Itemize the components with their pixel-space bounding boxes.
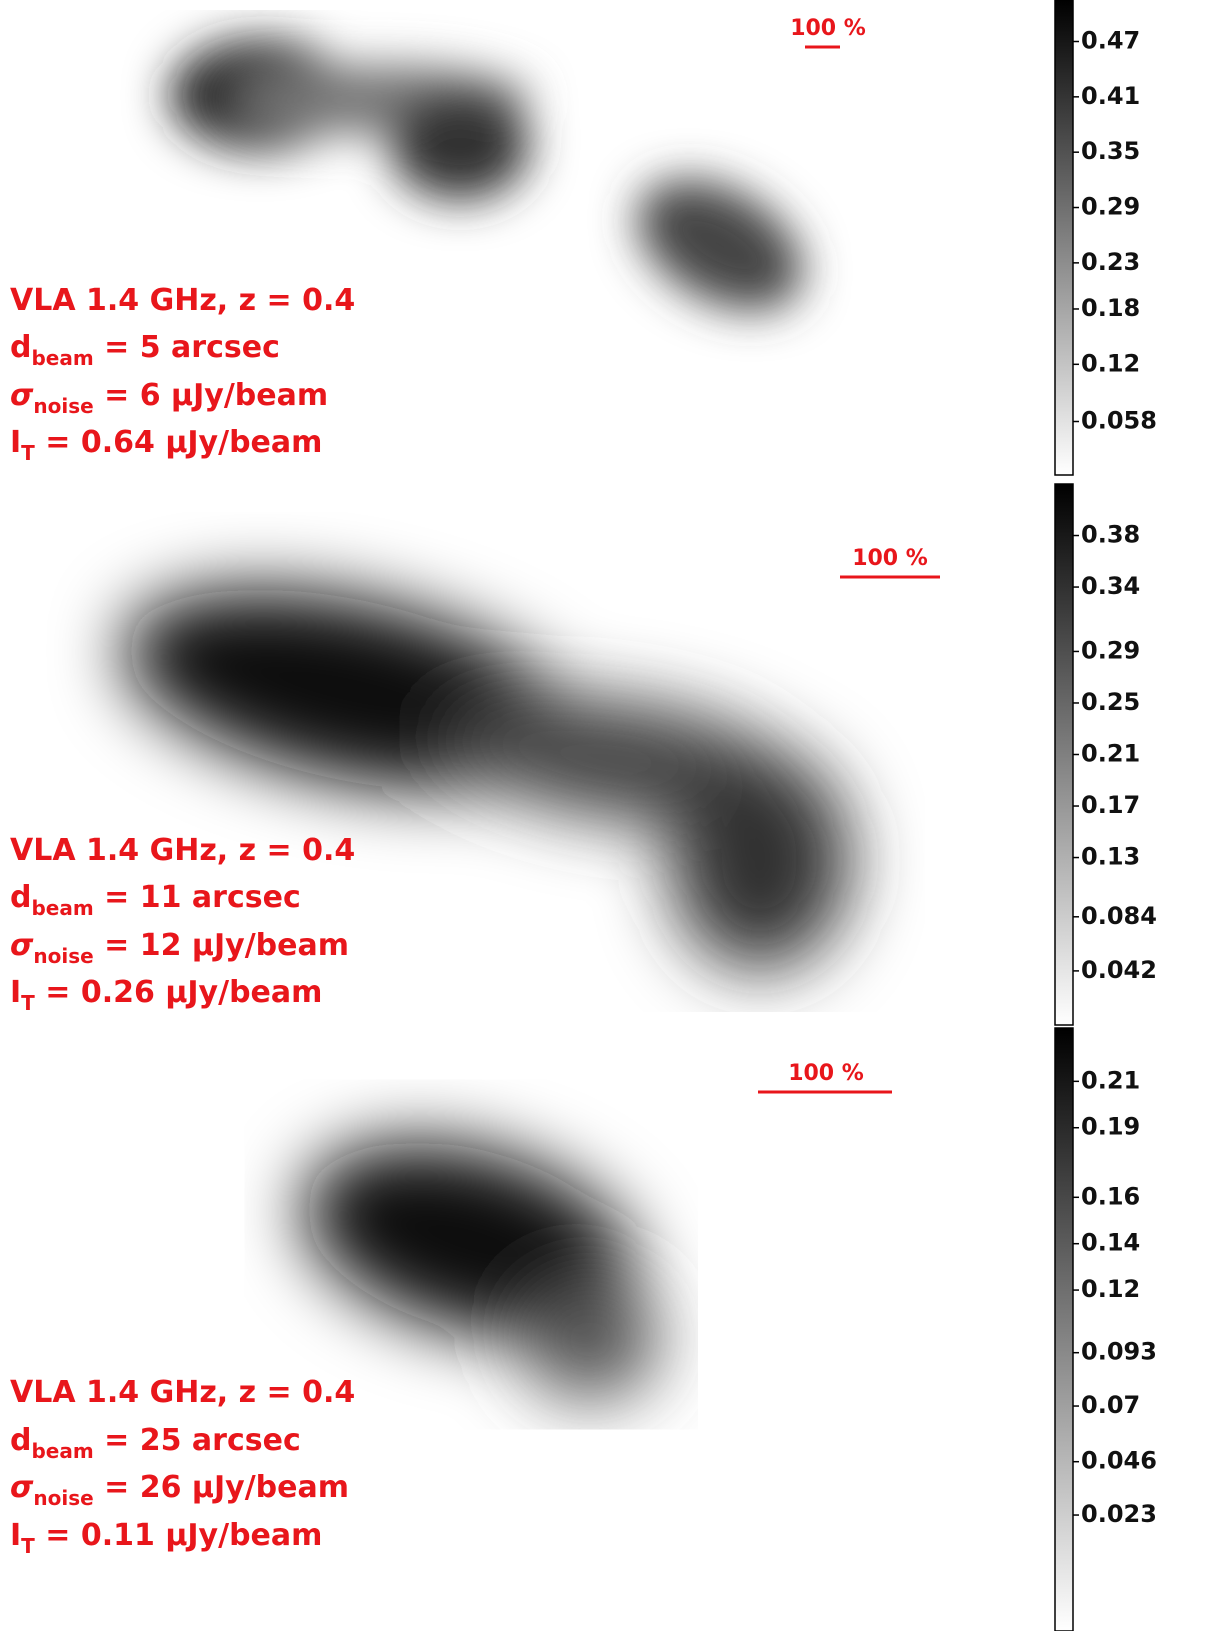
colorbar-tick-label: 0.023 [1081,1500,1157,1528]
subscript: noise [33,944,93,968]
colorbar-tick-label: 0.17 [1081,791,1140,819]
colorbar-tick-label: 0.042 [1081,956,1157,984]
annotation: dbeam = 5 arcsec [10,330,280,370]
colorbar-tick-label: 0.093 [1081,1338,1157,1366]
annotation: dbeam = 11 arcsec [10,880,301,920]
colorbar-tick-label: 0.046 [1081,1447,1157,1475]
colorbar-tick-label: 0.34 [1081,572,1140,600]
colorbar [1055,0,1073,475]
colorbar-tick-label: 0.18 [1081,294,1140,322]
subscript: noise [33,394,93,418]
annotation-text: = 11 arcsec [94,880,301,915]
annotation: IT = 0.26 μJy/beam [10,975,322,1015]
symbol: d [10,1423,31,1458]
symbol: d [10,880,31,915]
colorbar-tick-label: 0.07 [1081,1391,1140,1419]
symbol: I [10,1518,21,1553]
annotation: VLA 1.4 GHz, z = 0.4 [10,833,355,868]
annotation-text: = 5 arcsec [94,330,280,365]
symbol: d [10,330,31,365]
colorbar-tick-label: 0.41 [1081,82,1140,110]
colorbar-tick-label: 0.13 [1081,843,1140,871]
source-image-3 [282,1109,660,1400]
annotation-text: VLA 1.4 GHz, z = 0.4 [10,283,355,318]
annotation-text: = 6 μJy/beam [94,378,328,413]
colorbar-tick-label: 0.19 [1081,1113,1140,1141]
colorbar-tick-label: 0.058 [1081,407,1157,435]
scale-label: 100 % [852,546,928,571]
colorbar [1055,484,1073,1025]
annotation: VLA 1.4 GHz, z = 0.4 [10,283,355,318]
annotation: IT = 0.11 μJy/beam [10,1518,322,1558]
colorbar-tick-label: 0.23 [1081,248,1140,276]
annotation: σnoise = 26 μJy/beam [10,1470,349,1510]
colorbar-tick-label: 0.35 [1081,137,1140,165]
annotation-text: = 0.64 μJy/beam [35,425,323,460]
subscript: beam [31,1439,93,1463]
colorbar-tick-label: 0.25 [1081,688,1140,716]
symbol: σ [10,378,34,413]
scale-label: 100 % [790,16,866,41]
symbol: σ [10,928,34,963]
subscript: beam [31,346,93,370]
annotation-text: = 26 μJy/beam [94,1470,349,1505]
colorbar-tick-label: 0.12 [1081,1275,1140,1303]
colorbar-tick-label: 0.14 [1081,1229,1140,1257]
annotation-text: VLA 1.4 GHz, z = 0.4 [10,833,355,868]
scale-label: 100 % [788,1061,864,1086]
subscript: beam [31,896,93,920]
colorbar-tick-label: 0.38 [1081,521,1140,549]
symbol: I [10,425,21,460]
annotation-text: = 0.11 μJy/beam [35,1518,323,1553]
annotation: VLA 1.4 GHz, z = 0.4 [10,1375,355,1410]
colorbar-tick-label: 0.16 [1081,1182,1140,1210]
colorbar-tick-label: 0.084 [1081,902,1157,930]
annotation-text: = 12 μJy/beam [94,928,349,963]
annotation: σnoise = 6 μJy/beam [10,378,328,418]
annotation-text: VLA 1.4 GHz, z = 0.4 [10,1375,355,1410]
colorbar-tick-label: 0.47 [1081,27,1140,55]
subscript: T [21,991,35,1015]
annotation-text: = 25 arcsec [94,1423,301,1458]
figure: 0.058 0.12 0.18 0.23 0.29 0.35 0.41 0.47 100 % VL… [0,0,1219,1631]
colorbar [1055,1028,1073,1631]
colorbar-tick-label: 0.12 [1081,349,1140,377]
annotation: dbeam = 25 arcsec [10,1423,301,1463]
subscript: T [21,1534,35,1558]
colorbar-tick-label: 0.21 [1081,740,1140,768]
annotation: σnoise = 12 μJy/beam [10,928,349,968]
colorbar-tick-label: 0.29 [1081,636,1140,664]
colorbar-tick-label: 0.21 [1081,1066,1140,1094]
subscript: noise [33,1486,93,1510]
symbol: I [10,975,21,1010]
annotation: IT = 0.64 μJy/beam [10,425,322,465]
symbol: σ [10,1470,34,1505]
annotation-text: = 0.26 μJy/beam [35,975,323,1010]
colorbar-tick-label: 0.29 [1081,193,1140,221]
subscript: T [21,441,35,465]
